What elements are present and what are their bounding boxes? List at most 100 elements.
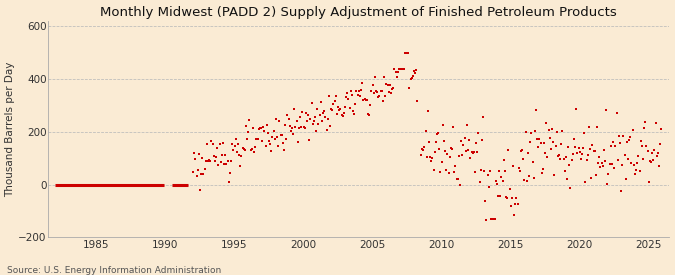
Point — [576, 157, 587, 161]
Point — [367, 83, 378, 87]
Point — [435, 170, 446, 174]
Point — [551, 130, 562, 134]
Point — [643, 180, 654, 184]
Point — [346, 89, 356, 93]
Point — [490, 179, 501, 183]
Point — [197, 156, 208, 160]
Point — [354, 94, 365, 98]
Point — [281, 136, 292, 141]
Point — [356, 88, 367, 93]
Point — [194, 152, 205, 156]
Point — [504, 187, 515, 191]
Point — [202, 159, 213, 163]
Point — [423, 109, 433, 113]
Point — [605, 144, 616, 148]
Point — [556, 142, 567, 146]
Point — [267, 134, 278, 139]
Point — [240, 124, 251, 128]
Point — [330, 94, 341, 98]
Point — [602, 182, 613, 186]
Point — [253, 127, 264, 131]
Point — [460, 148, 471, 153]
Point — [358, 98, 369, 102]
Point — [544, 136, 555, 140]
Point — [273, 144, 284, 148]
Point — [373, 95, 383, 99]
Point — [305, 117, 316, 121]
Point — [586, 176, 597, 180]
Point — [196, 172, 207, 176]
Point — [614, 134, 624, 139]
Point — [599, 148, 610, 152]
Point — [212, 146, 223, 150]
Point — [237, 146, 248, 151]
Point — [350, 101, 360, 106]
Point — [395, 66, 406, 71]
Point — [611, 111, 622, 115]
Point — [211, 155, 221, 159]
Point — [341, 95, 352, 99]
Point — [549, 173, 560, 177]
Point — [449, 170, 460, 174]
Point — [533, 145, 543, 150]
Point — [514, 169, 525, 174]
Point — [581, 157, 592, 162]
Point — [472, 150, 483, 155]
Point — [572, 151, 583, 155]
Point — [230, 136, 241, 141]
Point — [573, 145, 584, 150]
Point — [254, 126, 265, 130]
Point — [315, 112, 325, 117]
Point — [423, 139, 434, 144]
Point — [377, 88, 387, 93]
Point — [632, 161, 643, 165]
Point — [539, 141, 549, 145]
Point — [450, 164, 461, 168]
Point — [387, 87, 398, 91]
Point — [326, 107, 337, 111]
Point — [570, 144, 580, 149]
Point — [452, 177, 463, 181]
Point — [394, 66, 404, 71]
Point — [464, 138, 475, 142]
Point — [189, 151, 200, 155]
Point — [264, 139, 275, 143]
Point — [392, 70, 403, 75]
Point — [200, 158, 211, 163]
Point — [457, 153, 468, 157]
Point — [315, 100, 326, 104]
Point — [617, 163, 628, 167]
Point — [510, 202, 520, 206]
Point — [518, 157, 529, 161]
Point — [451, 177, 462, 181]
Point — [269, 136, 280, 141]
Point — [568, 152, 578, 156]
Point — [630, 168, 641, 172]
Point — [439, 139, 450, 143]
Point — [497, 178, 508, 183]
Point — [579, 131, 590, 135]
Point — [607, 162, 618, 166]
Point — [470, 169, 481, 174]
Point — [597, 164, 608, 168]
Point — [512, 202, 523, 207]
Point — [398, 66, 409, 71]
Point — [614, 141, 625, 145]
Point — [622, 157, 633, 161]
Point — [565, 186, 576, 191]
Point — [317, 119, 327, 123]
Point — [465, 155, 476, 160]
Point — [618, 134, 629, 139]
Point — [245, 148, 256, 152]
Point — [405, 77, 416, 81]
Point — [427, 156, 438, 161]
Point — [593, 160, 603, 165]
Point — [310, 128, 321, 133]
Point — [321, 128, 332, 132]
Point — [478, 115, 489, 119]
Point — [483, 185, 494, 189]
Point — [219, 162, 230, 166]
Point — [532, 137, 543, 141]
Point — [235, 163, 246, 168]
Point — [641, 144, 652, 148]
